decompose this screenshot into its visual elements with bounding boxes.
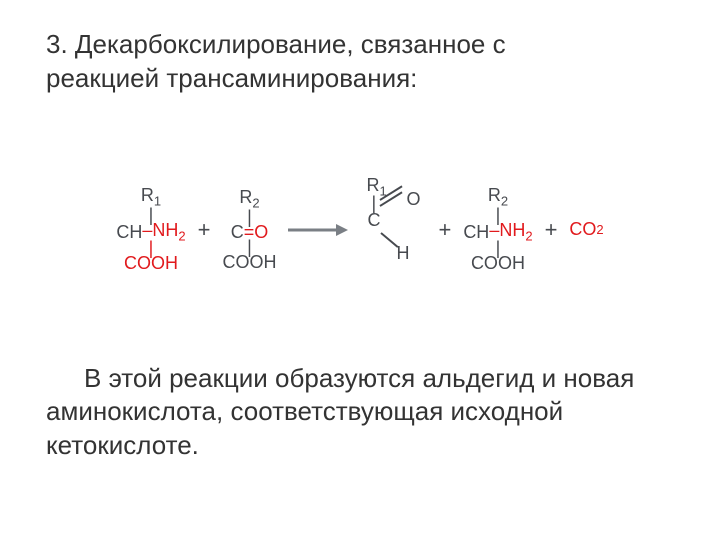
title-line-1: 3. Декарбоксилирование, связанное с <box>46 29 506 59</box>
r1-label: R1 <box>366 176 386 198</box>
carbon: C <box>367 211 380 230</box>
title-line-2: реакцией трансаминирования: <box>46 63 417 93</box>
molecule-ketoacid-r2: R2 | C=O | COOH <box>222 188 276 272</box>
reaction-arrow <box>286 220 348 240</box>
reaction-row: R1 | CH–NH2 | COOH + R2 | C=O | <box>116 180 603 280</box>
carboxyl-group: COOH <box>471 254 525 273</box>
plus-operator: + <box>196 217 213 243</box>
oxygen: O <box>406 190 420 209</box>
molecule-aldehyde-r1: R1 | C O H <box>358 180 426 280</box>
plus-operator: + <box>543 217 560 243</box>
molecule-co2: CO2 <box>569 220 603 239</box>
bond-vertical: | <box>247 242 252 253</box>
slide-caption: В этой реакции образуются альдегид и нов… <box>46 362 674 463</box>
slide: 3. Декарбоксилирование, связанное с реак… <box>0 0 720 540</box>
co2-formula: CO2 <box>569 220 603 239</box>
molecule-aminoacid-r2: R2 | CH–NH2 | COOH <box>463 186 532 273</box>
reaction-diagram: R1 | CH–NH2 | COOH + R2 | C=O | <box>46 140 674 320</box>
carboxyl-group: COOH <box>124 254 178 273</box>
hydrogen: H <box>396 244 409 263</box>
aldehyde-structure: R1 | C O H <box>358 180 426 280</box>
carboxyl-group: COOH <box>222 253 276 272</box>
slide-title: 3. Декарбоксилирование, связанное с реак… <box>46 28 674 96</box>
molecule-aminoacid-r1: R1 | CH–NH2 | COOH <box>116 186 185 273</box>
bond-vertical: | <box>371 198 376 209</box>
plus-operator: + <box>436 217 453 243</box>
